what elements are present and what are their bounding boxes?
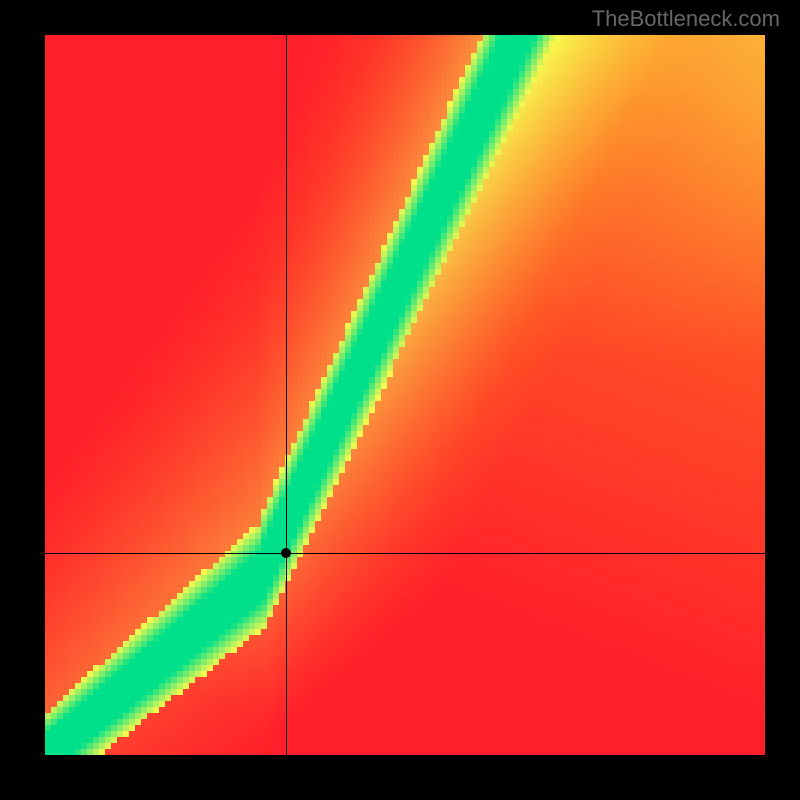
crosshair-horizontal	[45, 553, 765, 554]
watermark-text: TheBottleneck.com	[592, 6, 780, 32]
crosshair-vertical	[286, 35, 287, 755]
chart-container: TheBottleneck.com	[0, 0, 800, 800]
heatmap-canvas	[45, 35, 765, 755]
plot-area	[45, 35, 765, 755]
crosshair-marker	[281, 548, 291, 558]
